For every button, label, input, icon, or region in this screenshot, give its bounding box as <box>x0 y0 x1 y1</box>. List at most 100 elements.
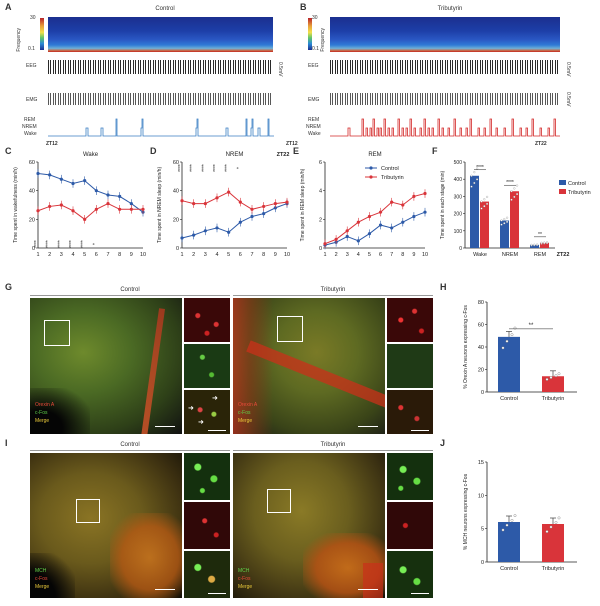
stage-rem-a: REM <box>24 117 36 123</box>
chart-C-ylabel: Time spent in wakefulness (min/h) <box>13 167 19 243</box>
panel-label-d: D <box>150 146 157 156</box>
i-tributyrin-inset-box <box>267 489 291 513</box>
chart-H-xtick-label: Tributyrin <box>542 396 565 402</box>
chart-H-dot <box>510 333 514 337</box>
chart-E-title: REM <box>368 152 381 158</box>
chart-C-point-control <box>94 189 98 193</box>
chart-C-xtick-label: 9 <box>130 252 133 258</box>
chart-f-dot <box>530 243 533 246</box>
chart-C-line-control <box>37 172 144 213</box>
chart-C-point-tributyrin <box>106 201 110 206</box>
chart-C-significance: **** <box>69 240 75 248</box>
chart-C-point-control <box>129 201 133 206</box>
chart-D-xtick-label: 8 <box>262 252 265 258</box>
chart-D-point-control <box>192 233 196 237</box>
panel-label-j: J <box>440 438 446 448</box>
eeg-trace-b <box>330 60 560 74</box>
chart-D-line-tributyrin <box>181 191 288 210</box>
chart-D-point-tributyrin <box>215 196 219 200</box>
chart-H-ytick-label: 40 <box>478 345 484 351</box>
g-control-inset-merge: ➜ ➜ ➜ <box>184 390 230 434</box>
chart-f-dot <box>480 200 483 203</box>
chart-C-point-control <box>36 171 40 176</box>
chart-D-point-control <box>215 226 219 230</box>
g-tributyrin-legend-1: Orexin A <box>238 402 258 408</box>
chart-E-ytick-label: 0 <box>319 246 322 252</box>
colorbar-b-top: 30 <box>312 15 318 21</box>
chart-f-ytick-label: 400 <box>454 177 463 183</box>
chart-C-xtick-label: 8 <box>118 252 121 258</box>
chart-f-dot <box>543 241 546 244</box>
i-control-legend-2: c-Fos <box>35 576 48 582</box>
chart-f-ytick-label: 500 <box>454 160 463 166</box>
chart-J-dot <box>513 514 517 518</box>
g-control-legend-3: Merge <box>35 418 50 424</box>
chart-D-title: NREM <box>226 152 244 158</box>
chart-f-zt-label: ZT22 <box>557 252 570 258</box>
g-tributyrin-inset-orexin <box>387 298 433 342</box>
chart-J-bar-control <box>498 522 520 562</box>
chart-E-point-tributyrin <box>367 214 372 219</box>
chart-f-ytick-label: 200 <box>454 212 463 218</box>
chart-C-point-tributyrin <box>129 207 133 211</box>
colorbar-b-bottom: 0.1 <box>312 46 319 52</box>
chart-C-point-tributyrin <box>59 203 63 207</box>
chart-C-title: Wake <box>83 152 99 158</box>
panel-i-left-title: Control <box>120 442 140 448</box>
chart-f-dot <box>483 205 486 208</box>
hypnogram-b-trace <box>330 118 560 137</box>
chart-J-dot <box>554 521 558 524</box>
chart-J-bar-tributyrin <box>542 524 564 562</box>
chart-E-xtick-label: 7 <box>390 252 393 258</box>
chart-E-point-control <box>345 234 349 239</box>
chart-C-ytick-label: 40 <box>29 189 35 195</box>
chart-E-legend-marker <box>369 175 373 179</box>
g-control-inset-orexin <box>184 298 230 342</box>
chart-D-significance: **** <box>201 164 207 172</box>
chart-stage-totals: 0 100 200 300 400 500 Time spent in each stage… <box>440 160 591 258</box>
chart-D-xtick-label: 7 <box>250 252 253 258</box>
hypnogram-b <box>330 118 560 137</box>
chart-f-dot <box>503 218 506 221</box>
spectrogram-a <box>48 17 273 52</box>
chart-E-xtick-label: 2 <box>335 252 338 258</box>
chart-D-ylabel: Time spent in NREM sleep (min/h) <box>157 167 163 244</box>
i-control-legend-1: MCH <box>35 568 47 574</box>
chart-C-point-tributyrin <box>36 209 40 213</box>
chart-f-significance: **** <box>476 165 484 171</box>
chart-E-ylabel: Time spent in REM sleep (min/h) <box>300 168 306 241</box>
panel-label-g: G <box>5 282 13 292</box>
chart-f-dot <box>516 193 519 196</box>
colorbar-b <box>308 18 312 50</box>
chart-f-dot <box>533 243 536 246</box>
chart-f-ylabel: Time spent in each stage (min) <box>440 170 446 239</box>
eeg-scale-a: 0.5mV <box>277 62 283 77</box>
chart-J-xtick-label: Control <box>500 566 518 572</box>
chart-C-significance: **** <box>46 240 52 248</box>
i-tributyrin-legend-2: c-Fos <box>238 576 251 582</box>
chart-E-point-control <box>423 210 427 214</box>
chart-H-ytick-label: 80 <box>478 300 484 306</box>
chart-C-point-tributyrin <box>94 207 98 211</box>
chart-H-significance: ** <box>529 323 534 329</box>
chart-f-dot <box>536 243 539 246</box>
chart-C-xtick-label: 1 <box>36 252 39 258</box>
g-tributyrin-main-image: Orexin A c-Fos Merge <box>233 298 385 434</box>
chart-J-ytick-label: 5 <box>481 527 484 533</box>
chart-wake: Wake 0 20 40 60 1 2 3 4 5 6 7 8 9 10 Time spent in wake… <box>13 152 146 258</box>
chart-E-ytick-label: 6 <box>319 160 322 166</box>
chart-H-ytick-label: 60 <box>478 323 484 329</box>
chart-E-ytick-label: 2 <box>319 217 322 223</box>
panel-a-title: Control <box>155 6 175 12</box>
hypnogram-a <box>48 118 274 137</box>
chart-f-dot <box>540 241 543 244</box>
chart-D-significance: **** <box>178 164 184 172</box>
chart-E-xtick-label: 3 <box>346 252 349 258</box>
chart-E-point-control <box>412 214 416 219</box>
chart-C-xtick-label: 6 <box>95 252 98 258</box>
chart-D-point-tributyrin <box>238 200 242 204</box>
chart-H-dot <box>549 376 553 379</box>
chart-J-xtick-label: Tributyrin <box>542 566 565 572</box>
chart-H-dot <box>505 339 509 343</box>
chart-E-xtick-label: 1 <box>323 252 326 258</box>
